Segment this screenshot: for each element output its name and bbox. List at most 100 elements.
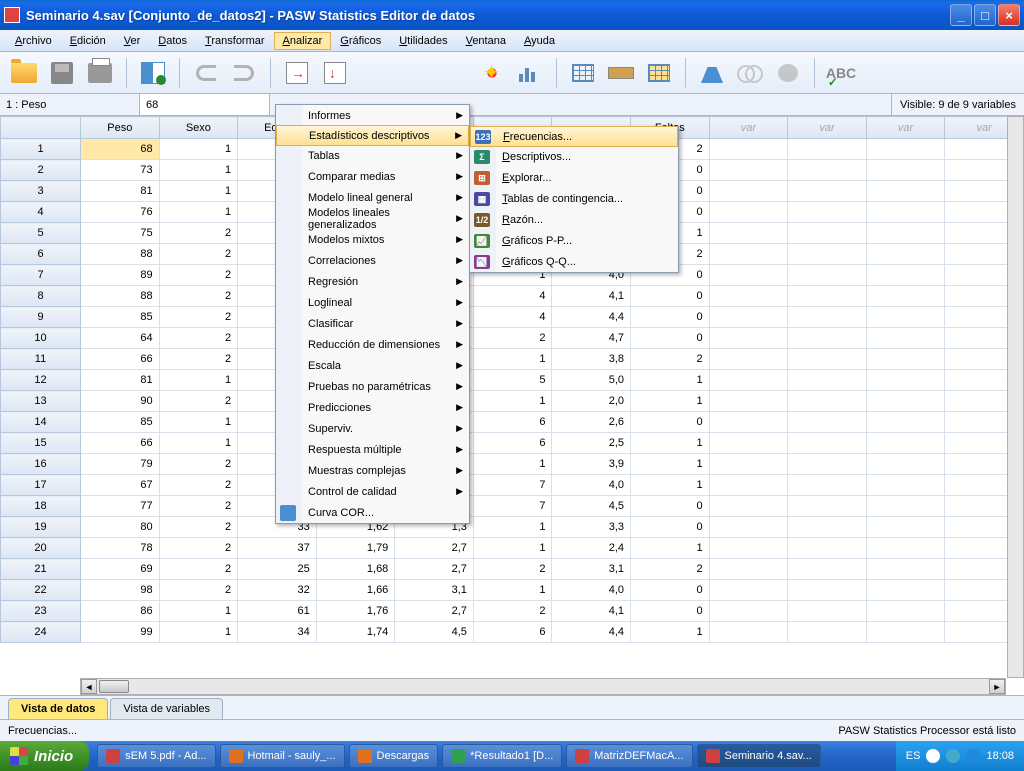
data-cell[interactable] <box>788 622 867 643</box>
data-cell[interactable]: 2 <box>159 244 238 265</box>
data-cell[interactable]: 3,9 <box>552 454 631 475</box>
data-cell[interactable] <box>709 181 788 202</box>
data-cell[interactable]: 1 <box>159 370 238 391</box>
data-cell[interactable]: 3,1 <box>552 559 631 580</box>
data-cell[interactable] <box>866 370 945 391</box>
data-cell[interactable]: 1 <box>631 475 710 496</box>
data-cell[interactable] <box>709 160 788 181</box>
row-number[interactable]: 7 <box>1 265 81 286</box>
clock[interactable]: 18:08 <box>986 750 1014 762</box>
save-button[interactable] <box>46 57 78 89</box>
data-cell[interactable]: 2 <box>159 328 238 349</box>
data-cell[interactable]: 2 <box>159 223 238 244</box>
grid2-button[interactable] <box>643 57 675 89</box>
data-cell[interactable]: 2,4 <box>552 538 631 559</box>
data-cell[interactable]: 1,74 <box>316 622 395 643</box>
submenu-item[interactable]: 📈Gráficos P-P... <box>470 230 678 251</box>
data-cell[interactable] <box>788 412 867 433</box>
data-cell[interactable] <box>866 475 945 496</box>
submenu-item[interactable]: 123Frecuencias... <box>470 126 678 147</box>
submenu-item[interactable]: 📉Gráficos Q-Q... <box>470 251 678 272</box>
data-cell[interactable]: 34 <box>238 622 317 643</box>
data-cell[interactable]: 2 <box>473 559 552 580</box>
taskbar-item[interactable]: Hotmail - sauly_... <box>220 744 345 768</box>
data-cell[interactable]: 2 <box>159 391 238 412</box>
data-cell[interactable] <box>866 580 945 601</box>
data-cell[interactable] <box>788 160 867 181</box>
data-cell[interactable]: 1 <box>473 454 552 475</box>
menu-item[interactable]: Informes▶ <box>276 105 469 126</box>
data-cell[interactable] <box>709 265 788 286</box>
data-cell[interactable]: 3,1 <box>395 580 474 601</box>
taskbar-item[interactable]: MatrizDEFMacA... <box>566 744 692 768</box>
data-cell[interactable] <box>788 223 867 244</box>
data-cell[interactable] <box>788 328 867 349</box>
row-number[interactable]: 18 <box>1 496 81 517</box>
data-cell[interactable]: 6 <box>473 412 552 433</box>
scroll-left-button[interactable]: ◄ <box>81 679 97 694</box>
data-cell[interactable]: 2,5 <box>552 433 631 454</box>
open-button[interactable] <box>8 57 40 89</box>
row-number[interactable]: 17 <box>1 475 81 496</box>
data-cell[interactable]: 4,1 <box>552 286 631 307</box>
data-cell[interactable] <box>709 454 788 475</box>
data-cell[interactable]: 6 <box>473 622 552 643</box>
goto-var-button[interactable] <box>319 57 351 89</box>
menu-item[interactable]: Modelo lineal general▶ <box>276 187 469 208</box>
menu-item[interactable]: Curva COR... <box>276 502 469 523</box>
data-cell[interactable]: 1 <box>159 412 238 433</box>
data-cell[interactable]: 1 <box>159 181 238 202</box>
data-cell[interactable]: 2 <box>159 580 238 601</box>
data-cell[interactable]: 2 <box>159 454 238 475</box>
column-header-empty[interactable]: var <box>709 117 788 139</box>
maximize-button[interactable]: □ <box>974 4 996 26</box>
data-cell[interactable] <box>709 559 788 580</box>
data-cell[interactable]: 7 <box>473 475 552 496</box>
data-cell[interactable]: 2,7 <box>395 559 474 580</box>
menu-ver[interactable]: Ver <box>115 32 150 50</box>
data-cell[interactable] <box>788 580 867 601</box>
row-number[interactable]: 19 <box>1 517 81 538</box>
row-number[interactable]: 16 <box>1 454 81 475</box>
menu-item[interactable]: Clasificar▶ <box>276 313 469 334</box>
data-cell[interactable] <box>709 496 788 517</box>
data-cell[interactable]: 0 <box>631 328 710 349</box>
data-cell[interactable]: 5 <box>473 370 552 391</box>
data-cell[interactable] <box>709 538 788 559</box>
data-cell[interactable]: 1 <box>473 517 552 538</box>
data-cell[interactable]: 1 <box>631 391 710 412</box>
data-cell[interactable]: 3,3 <box>552 517 631 538</box>
data-cell[interactable]: 3,8 <box>552 349 631 370</box>
menu-item[interactable]: Estadísticos descriptivos▶ <box>276 125 469 146</box>
submenu-item[interactable]: ⊞Explorar... <box>470 167 678 188</box>
data-cell[interactable]: 85 <box>81 412 160 433</box>
data-cell[interactable]: 81 <box>81 181 160 202</box>
data-cell[interactable]: 2,7 <box>395 538 474 559</box>
blob-button[interactable] <box>772 57 804 89</box>
spellcheck-button[interactable]: ABC <box>825 57 857 89</box>
column-header[interactable]: Sexo <box>159 117 238 139</box>
row-number[interactable]: 13 <box>1 391 81 412</box>
data-cell[interactable] <box>709 139 788 160</box>
data-cell[interactable]: 4,4 <box>552 622 631 643</box>
data-cell[interactable]: 2 <box>159 265 238 286</box>
menu-item[interactable]: Muestras complejas▶ <box>276 460 469 481</box>
row-number[interactable]: 20 <box>1 538 81 559</box>
tray-icon[interactable] <box>926 749 940 763</box>
data-cell[interactable]: 0 <box>631 517 710 538</box>
data-cell[interactable] <box>788 454 867 475</box>
data-cell[interactable] <box>709 580 788 601</box>
data-cell[interactable]: 67 <box>81 475 160 496</box>
data-cell[interactable]: 1 <box>631 538 710 559</box>
data-cell[interactable]: 1 <box>159 160 238 181</box>
data-cell[interactable] <box>788 139 867 160</box>
row-number[interactable]: 8 <box>1 286 81 307</box>
grid-button[interactable] <box>567 57 599 89</box>
column-header[interactable]: Peso <box>81 117 160 139</box>
menu-item[interactable]: Predicciones▶ <box>276 397 469 418</box>
data-cell[interactable]: 1,76 <box>316 601 395 622</box>
data-cell[interactable]: 2 <box>159 349 238 370</box>
data-cell[interactable]: 2 <box>159 496 238 517</box>
taskbar-item[interactable]: Seminario 4.sav... <box>697 744 821 768</box>
cell-value[interactable]: 68 <box>140 94 270 115</box>
